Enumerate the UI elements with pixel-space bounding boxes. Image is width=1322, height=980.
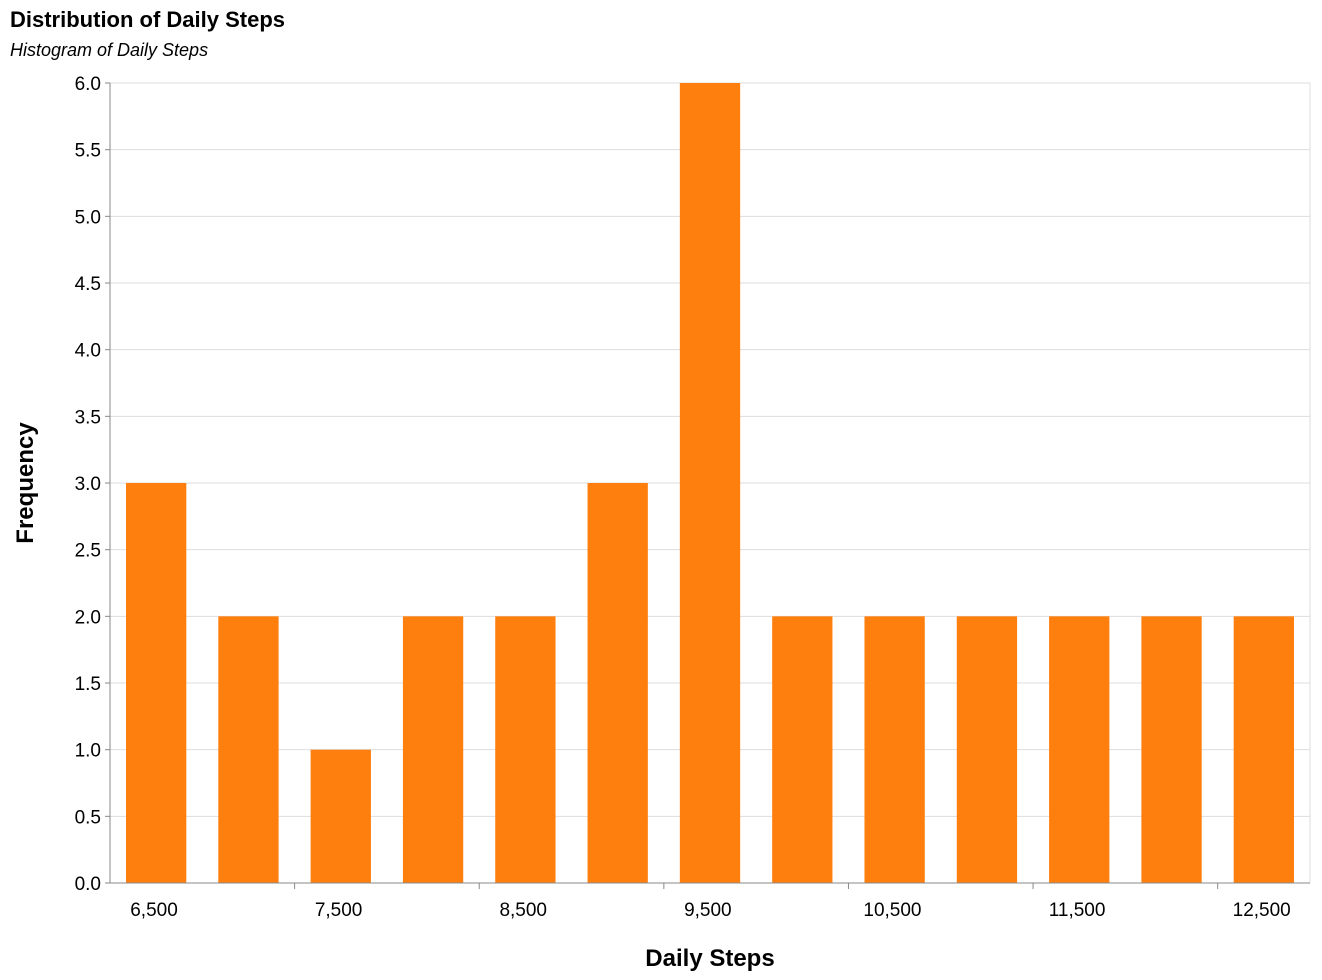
histogram-bar <box>772 616 833 883</box>
axes <box>105 82 1310 889</box>
histogram-bar <box>587 483 648 883</box>
y-tick-label: 3.0 <box>75 474 101 495</box>
y-tick-label: 0.0 <box>75 874 101 895</box>
x-tick-label: 8,500 <box>499 900 547 921</box>
histogram-bar <box>402 616 464 883</box>
histogram-bar <box>956 616 1018 883</box>
x-tick-label: 12,500 <box>1233 900 1291 921</box>
y-tick-label: 1.0 <box>75 741 101 762</box>
histogram-bar <box>218 616 279 883</box>
y-tick-label: 2.5 <box>75 541 101 562</box>
y-tick-label: 5.0 <box>75 207 101 228</box>
histogram-bar <box>310 749 371 883</box>
y-tick-label: 6.0 <box>75 74 101 95</box>
x-tick-label: 7,500 <box>315 900 363 921</box>
bars <box>126 83 1294 883</box>
y-tick-label: 4.0 <box>75 341 101 362</box>
x-tick-label: 11,500 <box>1049 900 1106 921</box>
y-tick-label: 2.0 <box>75 607 101 628</box>
y-tick-label: 1.5 <box>75 674 101 695</box>
histogram-bar <box>1049 616 1110 883</box>
y-tick-label: 5.5 <box>75 141 101 162</box>
y-tick-label: 0.5 <box>75 807 101 828</box>
y-axis-title: Frequency <box>12 422 39 544</box>
y-tick-label: 4.5 <box>75 274 101 295</box>
x-axis-title: Daily Steps <box>645 945 774 972</box>
histogram-bar <box>495 616 556 883</box>
histogram-bar <box>1141 616 1202 883</box>
histogram-bar <box>864 616 925 883</box>
chart-title: Distribution of Daily Steps <box>10 7 286 32</box>
tick-labels: 0.0 0.5 1.0 1.5 2.0 2.5 3.0 3.5 4.0 4.5 5.0 5.5 6.0 6… <box>75 74 1291 921</box>
chart-subtitle: Histogram of Daily Steps <box>10 40 209 60</box>
histogram-bar <box>679 83 741 883</box>
y-tick-label: 3.5 <box>75 407 101 428</box>
x-tick-label: 9,500 <box>684 900 732 921</box>
x-tick-label: 6,500 <box>130 900 178 921</box>
x-tick-label: 10,500 <box>863 900 921 921</box>
histogram-bar <box>126 483 187 883</box>
histogram-bar <box>1233 616 1294 883</box>
